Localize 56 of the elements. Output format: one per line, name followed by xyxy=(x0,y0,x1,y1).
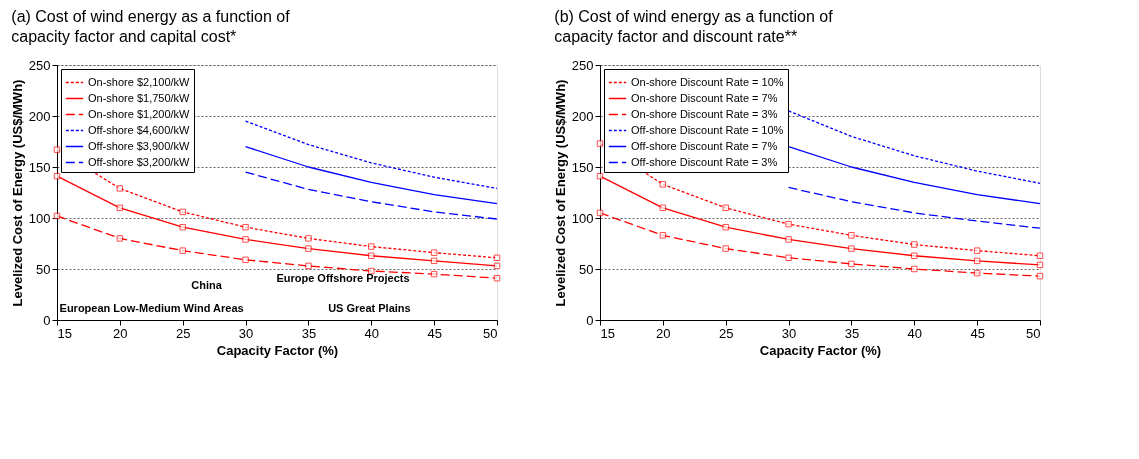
x-tick-label: 25 xyxy=(175,325,191,341)
annotation: US Great Plains xyxy=(328,301,411,314)
x-tick-label: 50 xyxy=(1026,325,1041,341)
x-tick-label: 50 xyxy=(483,325,498,341)
x-tick-label: 30 xyxy=(238,325,254,341)
line-series xyxy=(244,145,498,205)
x-tick-label: 45 xyxy=(427,325,442,341)
legend-label: Off-shore $3,900/kW xyxy=(88,139,190,152)
y-tick-label: 250 xyxy=(28,57,51,73)
x-tick-label: 25 xyxy=(718,325,734,341)
y-tick-label: 200 xyxy=(28,108,51,124)
legend-label: On-shore Discount Rate = 3% xyxy=(631,107,778,120)
legend-label: Off-shore Discount Rate = 10% xyxy=(631,123,784,136)
line-series xyxy=(787,186,1041,229)
annotation: European Low-Medium Wind Areas xyxy=(59,301,244,314)
annotation: Europe Offshore Projects xyxy=(276,272,410,285)
line-series xyxy=(244,120,498,190)
legend-label: Off-shore Discount Rate = 7% xyxy=(631,139,778,152)
y-tick-label: 250 xyxy=(571,57,594,73)
chart-title: (b) Cost of wind energy as a function of capacity factor and discount rate** xyxy=(554,8,834,45)
y-tick-label: 100 xyxy=(28,210,51,226)
x-tick-label: 15 xyxy=(600,325,615,341)
x-tick-label: 30 xyxy=(781,325,797,341)
legend-label: On-shore Discount Rate = 7% xyxy=(631,91,778,104)
legend-label: On-shore $2,100/kW xyxy=(88,75,191,88)
x-tick-label: 40 xyxy=(907,325,923,341)
x-tick-label: 20 xyxy=(656,325,671,341)
legend-label: Off-shore $4,600/kW xyxy=(88,123,190,136)
x-tick-label: 45 xyxy=(970,325,985,341)
x-tick-label: 40 xyxy=(364,325,380,341)
line-series xyxy=(787,145,1041,205)
annotation: China xyxy=(191,278,223,291)
legend-label: Off-shore $3,200/kW xyxy=(88,155,190,168)
line-series xyxy=(787,110,1041,184)
x-tick-label: 35 xyxy=(844,325,860,341)
chart-title: (a) Cost of wind energy as a function of capacity factor and capital cost* xyxy=(11,8,291,45)
x-axis-title: Capacity Factor (%) xyxy=(216,342,339,358)
y-axis-title: Levelized Cost of Energy (US$/MWh) xyxy=(9,79,25,307)
y-tick-label: 100 xyxy=(571,210,594,226)
y-axis-title: Levelized Cost of Energy (US$/MWh) xyxy=(552,79,568,307)
y-tick-label: 150 xyxy=(28,159,51,175)
legend-label: On-shore $1,200/kW xyxy=(88,107,191,120)
x-tick-label: 15 xyxy=(57,325,72,341)
legend-label: On-shore $1,750/kW xyxy=(88,91,191,104)
y-tick-label: 200 xyxy=(571,108,594,124)
x-tick-label: 35 xyxy=(301,325,317,341)
y-tick-label: 0 xyxy=(43,312,51,328)
y-tick-label: 50 xyxy=(579,261,594,277)
legend-label: On-shore Discount Rate = 10% xyxy=(631,75,784,88)
y-tick-label: 0 xyxy=(586,312,594,328)
legend-label: Off-shore Discount Rate = 3% xyxy=(631,155,778,168)
y-tick-label: 150 xyxy=(571,159,594,175)
x-tick-label: 20 xyxy=(113,325,128,341)
x-axis-title: Capacity Factor (%) xyxy=(759,342,882,358)
line-series xyxy=(244,171,498,220)
y-tick-label: 50 xyxy=(36,261,51,277)
